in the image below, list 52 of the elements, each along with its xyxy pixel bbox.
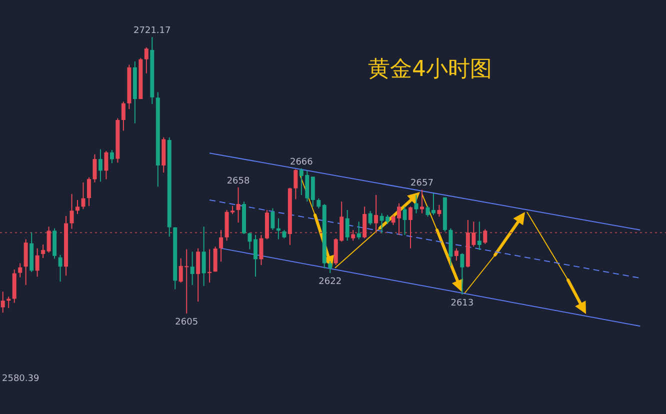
candlestick: [76, 199, 80, 215]
candlestick: [362, 206, 367, 239]
candlestick: [35, 248, 40, 278]
annotation: 2605: [175, 318, 198, 328]
candlestick: [259, 234, 264, 266]
candlestick: [104, 150, 108, 180]
candlestick: [0, 291, 5, 314]
annotation: 2580.39: [2, 374, 40, 384]
candlestick: [196, 248, 200, 302]
annotation: 2622: [318, 277, 342, 288]
candlestick: [110, 149, 114, 164]
candlestick: [316, 198, 321, 209]
candlestick: [328, 260, 332, 274]
candlestick: [270, 208, 275, 230]
candlestick: [402, 206, 407, 236]
candlestick: [426, 205, 430, 218]
candlestick: [420, 189, 424, 214]
candlestick: [460, 252, 464, 295]
candlestick: [144, 46, 148, 74]
candlestick: [483, 228, 488, 245]
candlestick: [368, 210, 372, 226]
annotation: 2666: [290, 157, 314, 168]
candlestick: [190, 251, 194, 286]
candlestick: [236, 186, 240, 224]
candlestick: [219, 229, 224, 262]
text: 黄金4小时图: [368, 57, 492, 82]
candlestick: [431, 192, 436, 216]
candlestick: [81, 182, 86, 210]
candlestick: [374, 194, 378, 232]
candlestick: [408, 206, 413, 249]
candlestick: [18, 262, 22, 278]
annotation: 2658: [226, 176, 250, 186]
candlestick: [477, 221, 482, 250]
candlestick: [356, 221, 361, 240]
candlestick: [294, 168, 298, 200]
candlestick: [121, 101, 126, 132]
candlestick: [351, 229, 356, 242]
candlestick: [454, 248, 458, 262]
candlestick: [213, 246, 218, 272]
candlestick: [202, 226, 206, 286]
candlestick: [70, 194, 74, 230]
candlestick: [98, 148, 102, 182]
candlestick: [437, 204, 442, 218]
annotation: 2721.17: [134, 26, 171, 36]
candlestick: [46, 226, 51, 254]
candlestick: [310, 176, 315, 208]
candlestick: [345, 209, 350, 242]
annotation: 2613: [450, 298, 474, 308]
annotation: 2657: [410, 178, 434, 189]
candlestick: [41, 244, 46, 259]
candlestick: [414, 194, 418, 214]
candlestick: [58, 254, 62, 282]
